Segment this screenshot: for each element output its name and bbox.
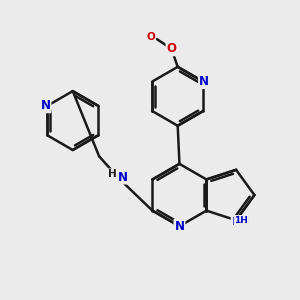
Text: N: N bbox=[40, 99, 50, 112]
Text: O: O bbox=[146, 32, 155, 42]
Text: NH: NH bbox=[232, 217, 249, 227]
Text: N: N bbox=[174, 220, 184, 233]
Text: N: N bbox=[118, 170, 128, 184]
Text: H: H bbox=[108, 169, 117, 179]
Text: O: O bbox=[167, 42, 176, 55]
Text: 1H: 1H bbox=[234, 216, 248, 225]
Text: N: N bbox=[199, 75, 209, 88]
